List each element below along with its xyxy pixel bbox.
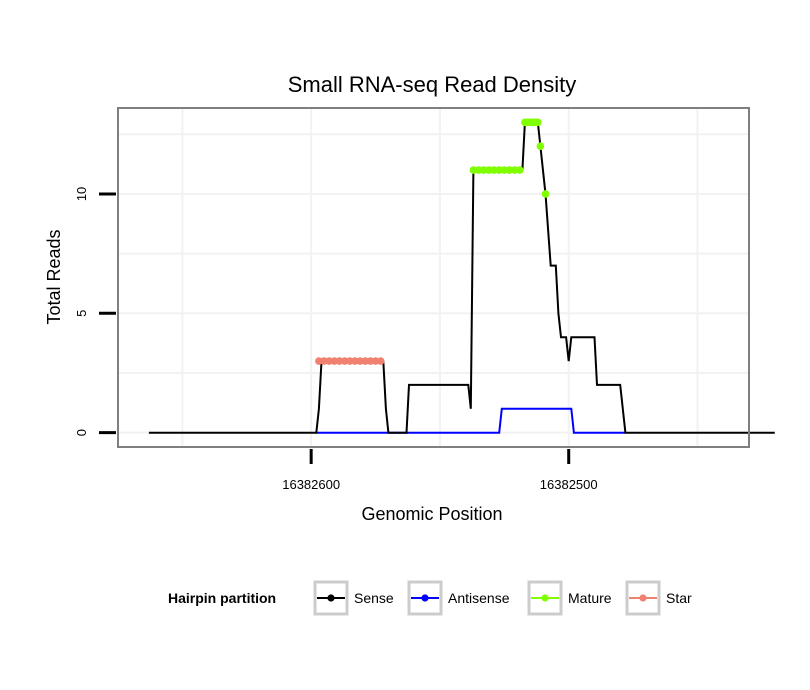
legend-item-mature: Mature: [527, 580, 612, 616]
mature-data-point: [541, 190, 550, 198]
legend-item-sense: Sense: [313, 580, 394, 616]
legend-key-point: [541, 594, 549, 602]
legend-label: Star: [666, 590, 692, 606]
plot-panel-border: [117, 107, 750, 448]
legend-label: Sense: [354, 590, 394, 606]
legend-key-point: [327, 594, 335, 602]
x-tick-label: 16382600: [282, 477, 340, 492]
legend-label: Antisense: [448, 590, 510, 606]
y-tick-label: 0: [74, 429, 89, 436]
antisense-series-line: [316, 407, 626, 434]
x-tick-label: 16382500: [540, 477, 598, 492]
legend-item-star: Star: [625, 580, 692, 616]
legend-key-point: [639, 594, 647, 602]
sense-series-line: [148, 121, 775, 434]
legend-key-point: [421, 594, 429, 602]
data-series: [148, 118, 775, 434]
y-axis-label: Total Reads: [44, 229, 64, 324]
legend-label: Mature: [568, 590, 612, 606]
mature-data-point: [534, 118, 542, 127]
y-tick-label: 10: [74, 187, 89, 201]
legend: Hairpin partition Sense Antisense Mature St…: [168, 580, 692, 616]
star-data-point: [376, 357, 385, 365]
mature-data-point: [536, 142, 545, 150]
axes: 16382600 16382500 0 5 10: [74, 187, 598, 492]
y-tick-label: 5: [74, 310, 89, 317]
x-axis-label: Genomic Position: [361, 504, 502, 524]
chart-title: Small RNA-seq Read Density: [288, 72, 577, 97]
legend-item-antisense: Antisense: [407, 580, 510, 616]
legend-title: Hairpin partition: [168, 590, 276, 606]
mature-data-point: [515, 166, 524, 174]
